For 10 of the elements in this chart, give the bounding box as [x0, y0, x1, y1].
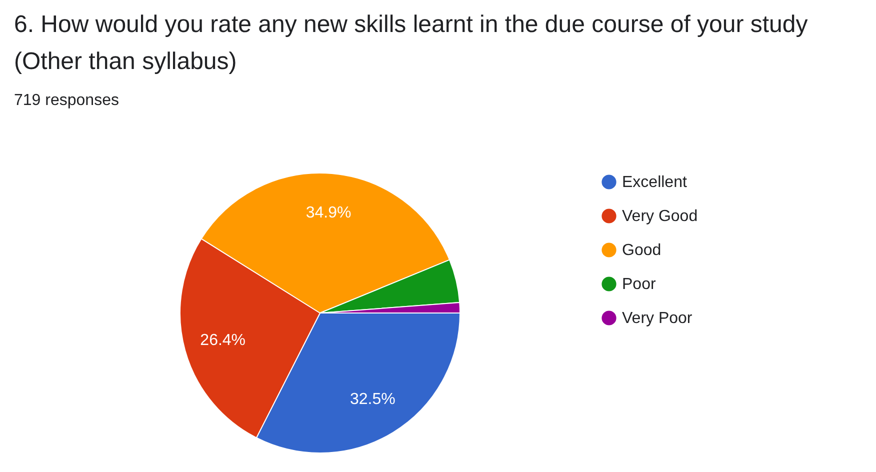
legend-label: Very Poor [622, 310, 693, 327]
legend-label: Excellent [622, 174, 688, 191]
data-label: 34.9% [306, 204, 352, 222]
data-label: 26.4% [200, 332, 246, 349]
legend-label: Very Good [622, 208, 698, 225]
data-label: 32.5% [350, 390, 396, 408]
legend-label: Good [622, 242, 662, 259]
chart-title: 6. How would you rate any new skills learnt in the due course of your study (Other than syllabus) [14, 10, 809, 77]
legend-label: Poor [622, 276, 656, 293]
chart-subtitle: 719 responses [14, 92, 119, 110]
